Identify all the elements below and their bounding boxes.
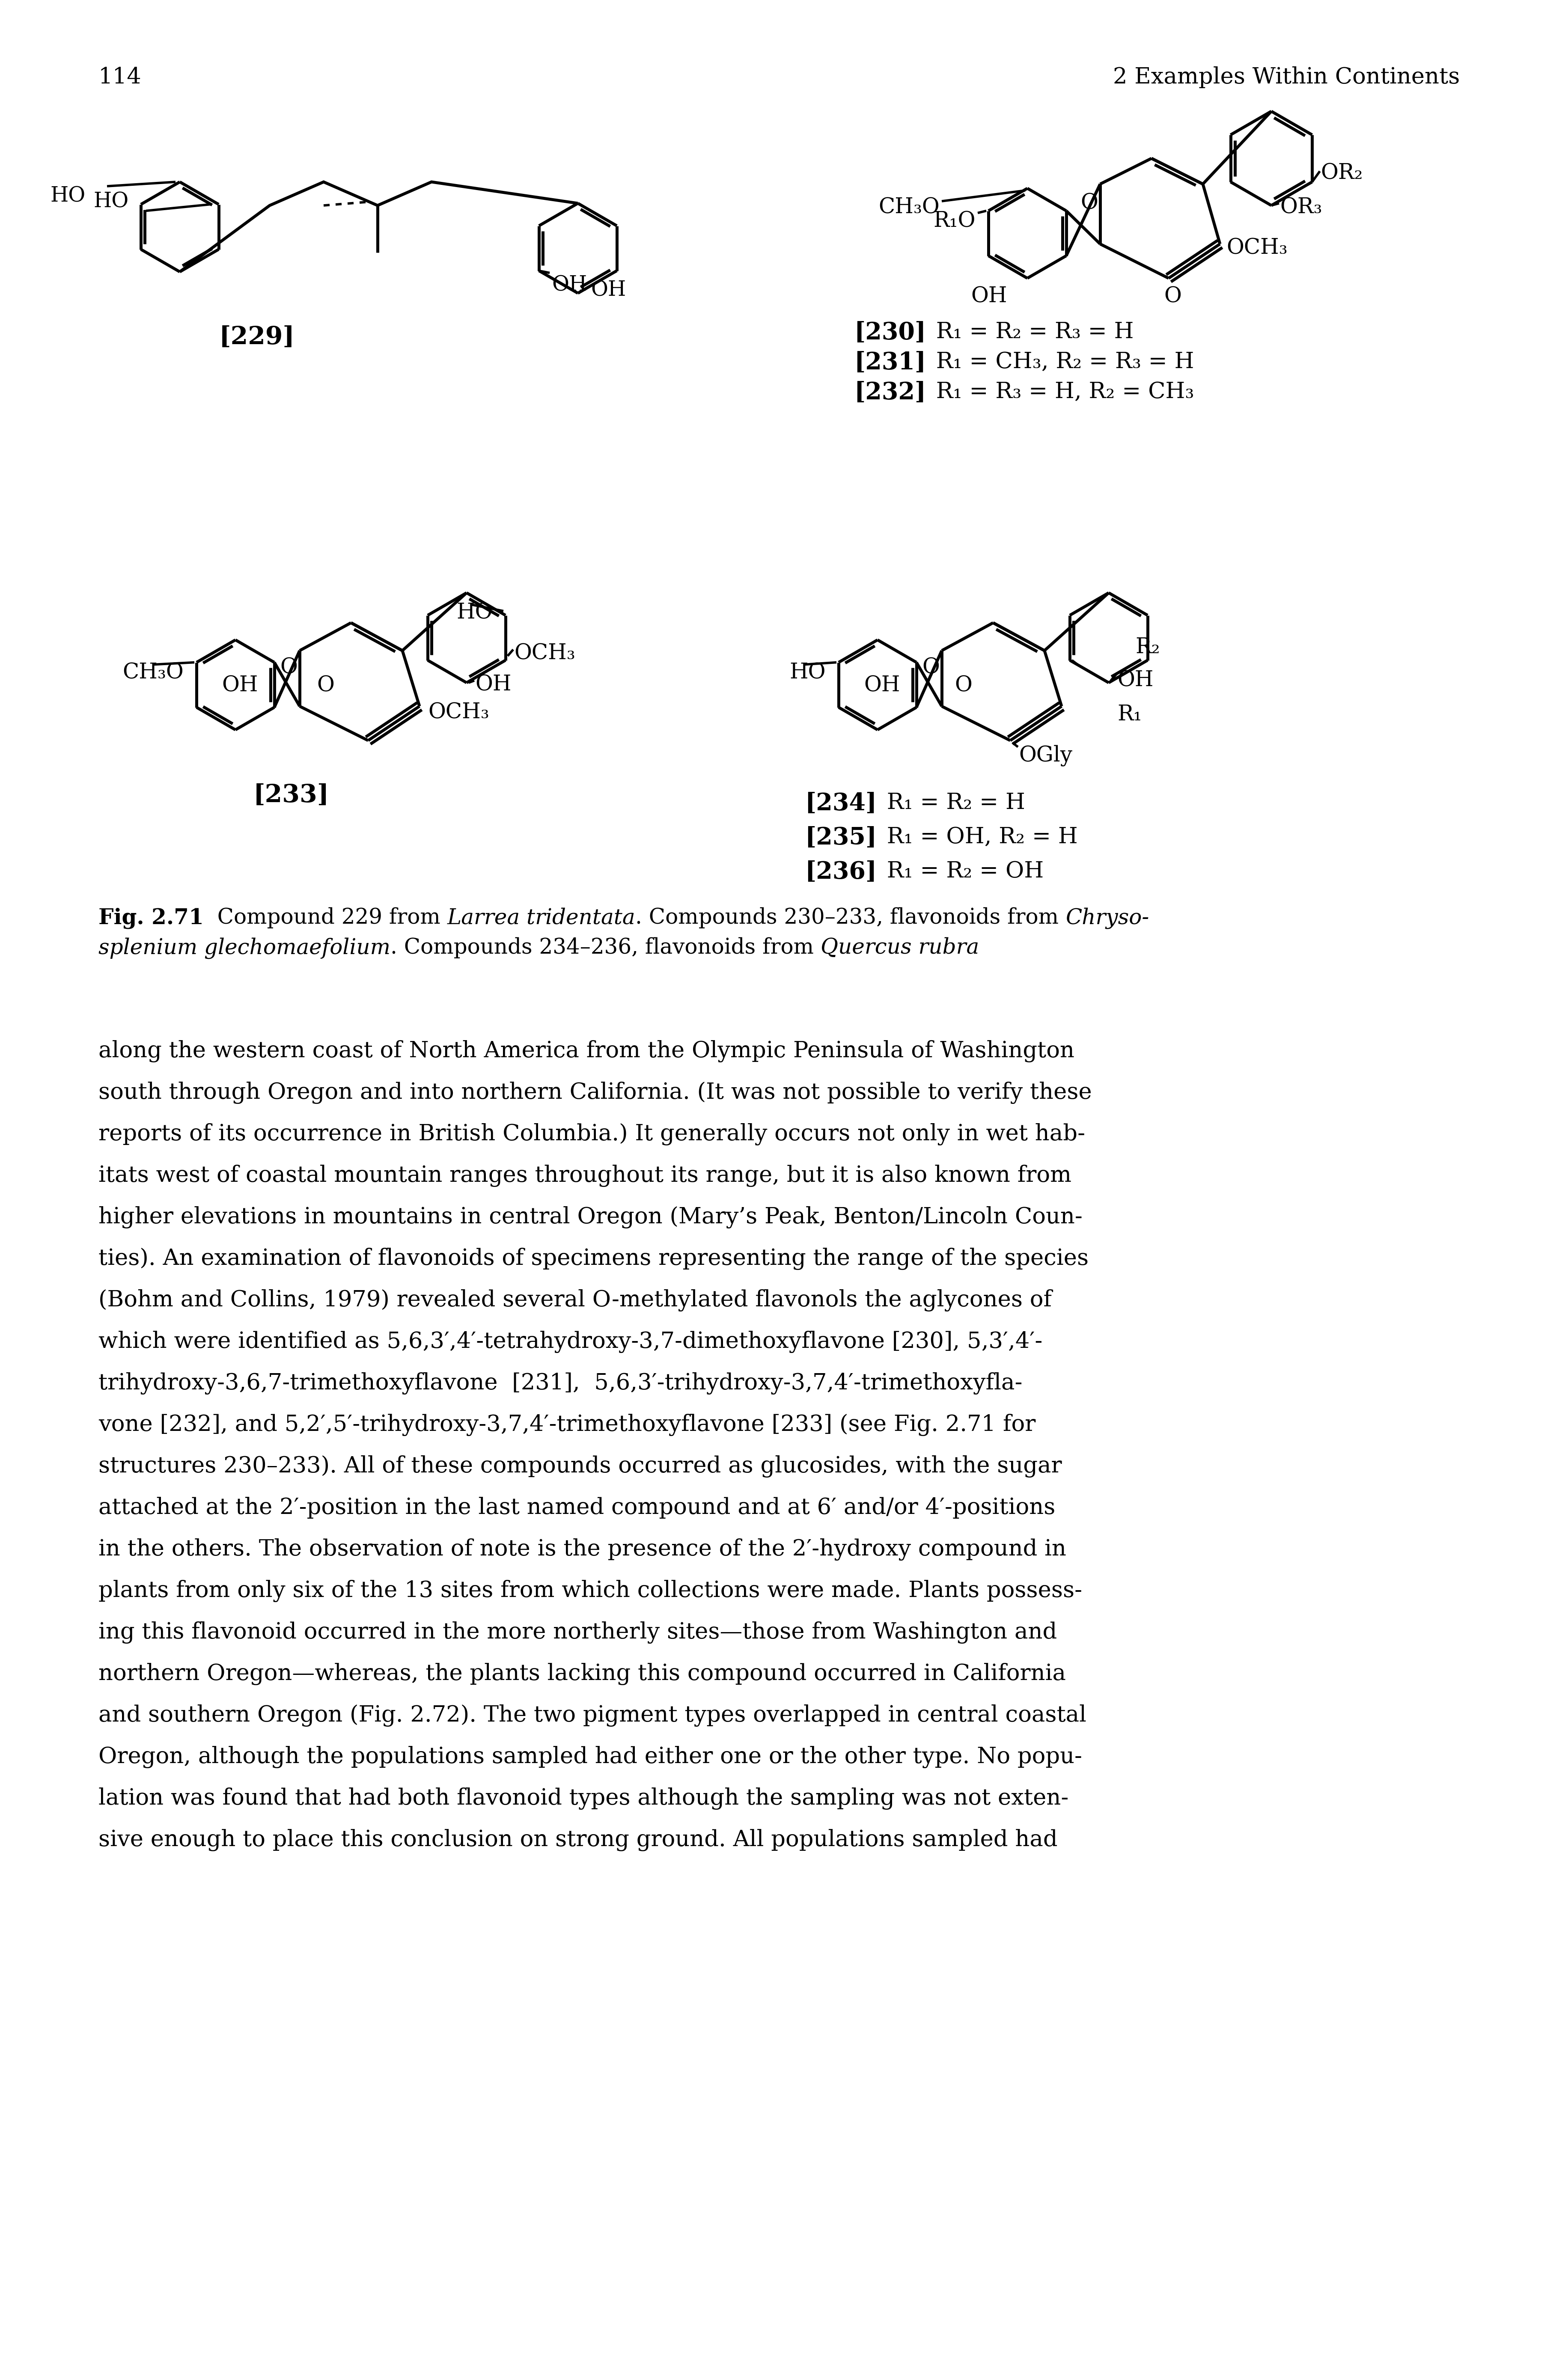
Text: Quercus rubra: Quercus rubra	[820, 939, 978, 958]
Text: reports of its occurrence in British Columbia.) It generally occurs not only in : reports of its occurrence in British Col…	[99, 1124, 1085, 1145]
Text: CH₃O: CH₃O	[878, 197, 939, 219]
Text: [235]: [235]	[804, 827, 877, 851]
Text: sive enough to place this conclusion on strong ground. All populations sampled h: sive enough to place this conclusion on …	[99, 1830, 1057, 1851]
Text: O: O	[281, 658, 298, 677]
Text: Compound 229 from: Compound 229 from	[204, 908, 447, 929]
Text: in the others. The observation of note is the presence of the 2′-hydroxy compoun: in the others. The observation of note i…	[99, 1537, 1066, 1561]
Text: O: O	[317, 675, 334, 696]
Text: [234]: [234]	[804, 791, 877, 815]
Text: HO: HO	[50, 185, 86, 207]
Text: along the western coast of North America from the Olympic Peninsula of Washingto: along the western coast of North America…	[99, 1041, 1074, 1062]
Text: OH: OH	[552, 276, 586, 295]
Text: HO: HO	[94, 192, 129, 211]
Text: CH₃O: CH₃O	[122, 663, 183, 684]
Text: [229]: [229]	[220, 326, 295, 349]
Text: [230]: [230]	[855, 321, 927, 345]
Text: O: O	[1163, 285, 1182, 307]
Text: [236]: [236]	[804, 860, 877, 884]
Text: (Bohm and Collins, 1979) revealed several O-methylated flavonols the aglycones o: (Bohm and Collins, 1979) revealed severa…	[99, 1290, 1052, 1312]
Text: OR₂: OR₂	[1320, 162, 1363, 183]
Text: lation was found that had both flavonoid types although the sampling was not ext: lation was found that had both flavonoid…	[99, 1787, 1069, 1811]
Text: and southern Oregon (Fig. 2.72). The two pigment types overlapped in central coa: and southern Oregon (Fig. 2.72). The two…	[99, 1704, 1087, 1727]
Text: OH: OH	[223, 675, 259, 696]
Text: [232]: [232]	[855, 380, 927, 404]
Text: OGly: OGly	[1019, 744, 1073, 765]
Text: OCH₃: OCH₃	[1226, 238, 1287, 259]
Text: [231]: [231]	[855, 352, 927, 375]
Text: Larrea tridentata: Larrea tridentata	[447, 908, 635, 929]
Text: 114: 114	[99, 67, 141, 88]
Text: R₁ = OH, R₂ = H: R₁ = OH, R₂ = H	[880, 827, 1077, 848]
Text: ing this flavonoid occurred in the more northerly sites—those from Washington an: ing this flavonoid occurred in the more …	[99, 1620, 1057, 1644]
Text: Chryso-: Chryso-	[1065, 908, 1149, 929]
Text: itats west of coastal mountain ranges throughout its range, but it is also known: itats west of coastal mountain ranges th…	[99, 1164, 1071, 1188]
Text: northern Oregon—whereas, the plants lacking this compound occurred in California: northern Oregon—whereas, the plants lack…	[99, 1663, 1066, 1685]
Text: splenium glechomaefolium: splenium glechomaefolium	[99, 939, 390, 960]
Text: Oregon, although the populations sampled had either one or the other type. No po: Oregon, although the populations sampled…	[99, 1746, 1082, 1768]
Text: plants from only six of the 13 sites from which collections were made. Plants po: plants from only six of the 13 sites fro…	[99, 1580, 1082, 1601]
Text: ties). An examination of flavonoids of specimens representing the range of the s: ties). An examination of flavonoids of s…	[99, 1247, 1088, 1269]
Text: O: O	[922, 658, 939, 677]
Text: higher elevations in mountains in central Oregon (Mary’s Peak, Benton/Lincoln Co: higher elevations in mountains in centra…	[99, 1207, 1082, 1228]
Text: OCH₃: OCH₃	[514, 644, 575, 665]
Text: O: O	[1080, 192, 1098, 214]
Text: trihydroxy-3,6,7-trimethoxyflavone  [231],  5,6,3′-trihydroxy-3,7,4′-trimethoxyf: trihydroxy-3,6,7-trimethoxyflavone [231]…	[99, 1373, 1022, 1395]
Text: HO: HO	[456, 604, 492, 623]
Text: structures 230–233). All of these compounds occurred as glucosides, with the sug: structures 230–233). All of these compou…	[99, 1456, 1062, 1478]
Text: 2 Examples Within Continents: 2 Examples Within Continents	[1113, 67, 1460, 88]
Text: south through Oregon and into northern California. (It was not possible to verif: south through Oregon and into northern C…	[99, 1081, 1091, 1105]
Text: OH: OH	[1118, 670, 1154, 691]
Text: OH: OH	[591, 280, 626, 299]
Text: OCH₃: OCH₃	[428, 701, 489, 722]
Text: OR₃: OR₃	[1279, 197, 1322, 219]
Text: R₁ = CH₃, R₂ = R₃ = H: R₁ = CH₃, R₂ = R₃ = H	[928, 352, 1195, 373]
Text: R₂: R₂	[1135, 637, 1160, 658]
Text: R₁ = R₃ = H, R₂ = CH₃: R₁ = R₃ = H, R₂ = CH₃	[928, 380, 1195, 404]
Text: R₁ = R₂ = OH: R₁ = R₂ = OH	[880, 860, 1044, 881]
Text: O: O	[955, 675, 972, 696]
Text: vone [232], and 5,2′,5′-trihydroxy-3,7,4′-trimethoxyflavone [233] (see Fig. 2.71: vone [232], and 5,2′,5′-trihydroxy-3,7,4…	[99, 1414, 1035, 1435]
Text: attached at the 2′-position in the last named compound and at 6′ and/or 4′-posit: attached at the 2′-position in the last …	[99, 1497, 1055, 1518]
Text: OH: OH	[475, 675, 511, 696]
Text: which were identified as 5,6,3′,4′-tetrahydroxy-3,7-dimethoxyflavone [230], 5,3′: which were identified as 5,6,3′,4′-tetra…	[99, 1331, 1043, 1352]
Text: R₁ = R₂ = R₃ = H: R₁ = R₂ = R₃ = H	[928, 321, 1134, 342]
Text: OH: OH	[971, 285, 1007, 307]
Text: R₁: R₁	[1118, 703, 1142, 725]
Text: [233]: [233]	[252, 784, 329, 808]
Text: HO: HO	[790, 663, 826, 684]
Text: R₁ = R₂ = H: R₁ = R₂ = H	[880, 791, 1025, 813]
Text: . Compounds 230–233, flavonoids from: . Compounds 230–233, flavonoids from	[635, 908, 1065, 929]
Text: OH: OH	[864, 675, 900, 696]
Text: R₁O: R₁O	[933, 211, 975, 233]
Text: . Compounds 234–236, flavonoids from: . Compounds 234–236, flavonoids from	[390, 939, 820, 958]
Text: Fig. 2.71: Fig. 2.71	[99, 908, 204, 929]
